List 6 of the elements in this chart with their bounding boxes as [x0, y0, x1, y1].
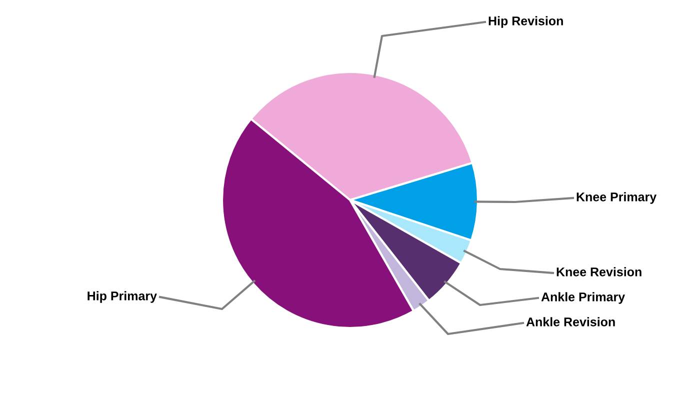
slice-label: Hip Revision	[488, 16, 563, 28]
slice-label: Ankle Revision	[526, 317, 615, 326]
slice-label: Knee Revision	[556, 267, 642, 276]
slice-label: Ankle Primary	[541, 292, 626, 304]
slice-label: Knee Primary	[576, 192, 657, 204]
slice-label: Hip Primary	[88, 291, 157, 303]
